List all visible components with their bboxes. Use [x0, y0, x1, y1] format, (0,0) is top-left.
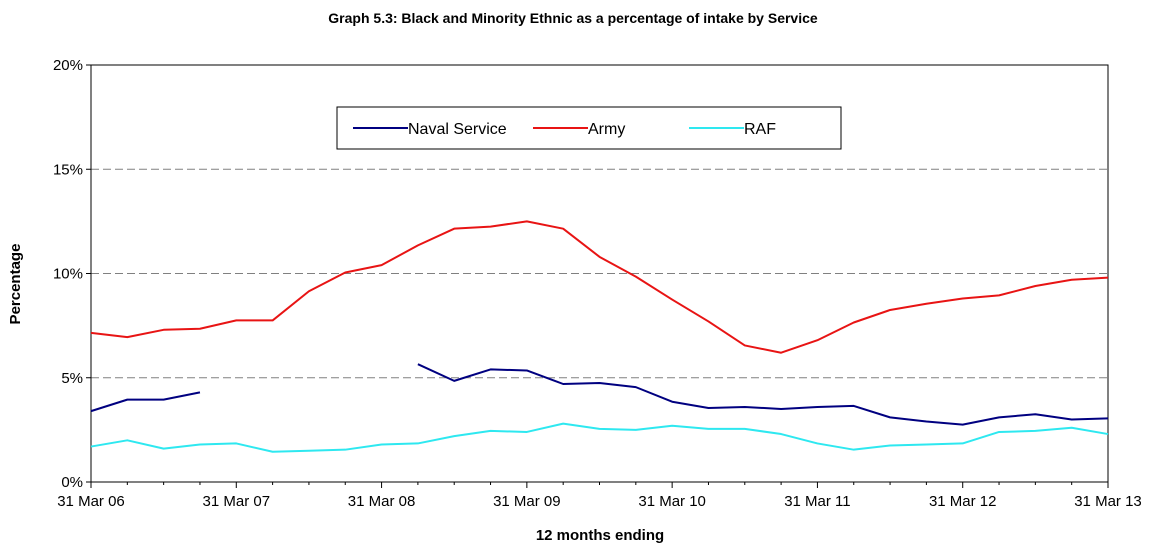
y-tick-label: 20% — [53, 57, 83, 74]
series-lines — [90, 220, 1109, 453]
y-tick-label: 5% — [61, 370, 83, 387]
y-tick-label: 10% — [53, 266, 83, 283]
x-tick-label: 31 Mar 13 — [1074, 493, 1142, 510]
y-tick-label: 15% — [53, 161, 83, 178]
series-line-naval-service — [90, 363, 1109, 426]
x-axis-title: 12 months ending — [536, 527, 664, 544]
legend: Naval Service Army RAF — [336, 106, 842, 150]
series-line-army — [90, 220, 1109, 354]
x-tick-label: 31 Mar 08 — [348, 493, 416, 510]
legend-label: Army — [588, 121, 625, 138]
x-axis: 31 Mar 06 31 Mar 07 31 Mar 08 31 Mar 09 31 M… — [57, 482, 1142, 510]
x-tick-label: 31 Mar 09 — [493, 493, 561, 510]
x-tick-label: 31 Mar 10 — [638, 493, 706, 510]
series-line-raf — [90, 422, 1109, 453]
y-axis: 0% 5% 10% 15% 20% — [53, 57, 91, 491]
x-tick-label: 31 Mar 06 — [57, 493, 125, 510]
chart-title: Graph 5.3: Black and Minority Ethnic as … — [328, 10, 818, 26]
legend-label: Naval Service — [408, 121, 507, 138]
x-tick-label: 31 Mar 11 — [784, 493, 850, 510]
x-tick-label: 31 Mar 07 — [203, 493, 271, 510]
y-tick-label: 0% — [61, 474, 83, 491]
legend-label: RAF — [744, 121, 776, 138]
gridlines — [91, 168, 1108, 379]
x-tick-label: 31 Mar 12 — [929, 493, 997, 510]
legend-box — [336, 106, 842, 150]
y-axis-title: Percentage — [7, 244, 24, 325]
